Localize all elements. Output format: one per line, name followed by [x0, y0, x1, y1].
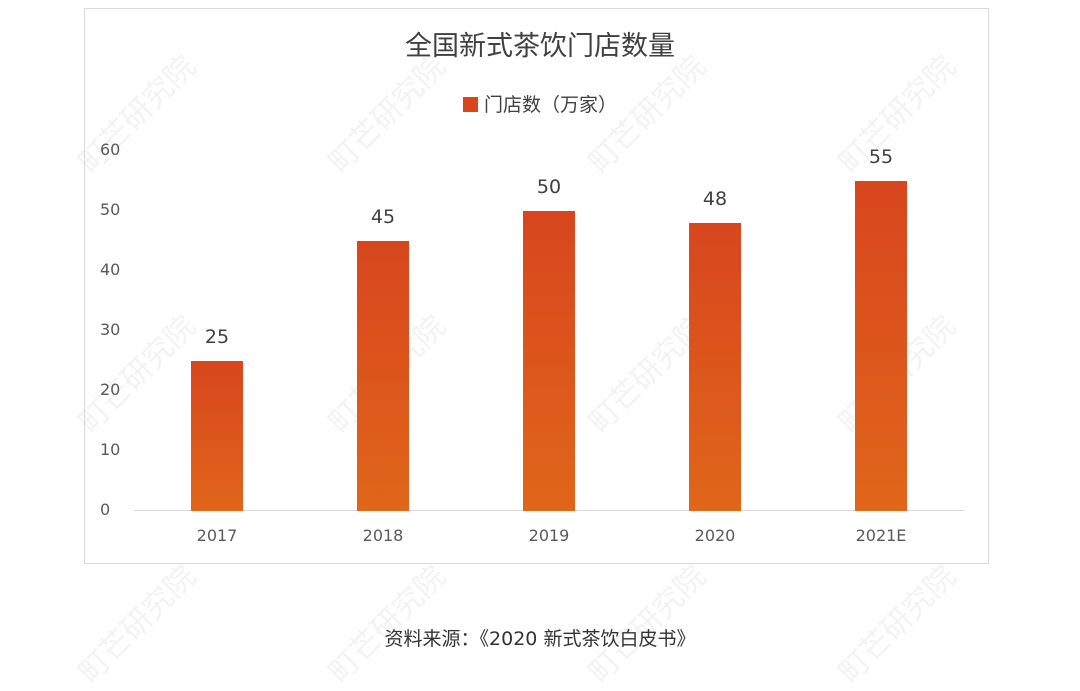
legend-label: 门店数（万家）	[483, 94, 617, 116]
bar-2021E	[855, 181, 907, 511]
source-note: 资料来源：《2020 新式茶饮白皮书》	[384, 628, 696, 650]
bar-2017	[191, 361, 243, 511]
y-tick: 60	[100, 140, 121, 159]
x-tick: 2018	[362, 526, 404, 545]
y-tick: 30	[100, 320, 121, 339]
watermark-text: 町芒研究院	[72, 559, 203, 690]
chart-title: 全国新式茶饮门店数量	[405, 31, 675, 62]
x-tick: 2017	[196, 526, 238, 545]
value-label: 25	[204, 326, 230, 348]
value-label: 45	[370, 206, 396, 228]
value-label: 55	[868, 146, 894, 168]
bar-2018	[357, 241, 409, 511]
y-tick: 0	[100, 500, 111, 519]
x-tick: 2020	[694, 526, 736, 545]
y-tick: 20	[100, 380, 121, 399]
value-label: 48	[702, 188, 728, 210]
y-tick: 50	[100, 200, 121, 219]
y-tick: 10	[100, 440, 121, 459]
bar-2020	[689, 223, 741, 511]
watermark-text: 町芒研究院	[582, 559, 713, 690]
chart-frame	[84, 8, 989, 564]
x-tick: 2019	[528, 526, 570, 545]
chart-legend: 门店数（万家）	[0, 90, 1080, 117]
legend-swatch	[462, 97, 478, 112]
x-tick: 2021E	[855, 526, 907, 545]
value-label: 50	[536, 176, 562, 198]
bar-2019	[523, 211, 575, 511]
watermark-text: 町芒研究院	[322, 559, 453, 690]
watermark-text: 町芒研究院	[832, 559, 963, 690]
y-tick: 40	[100, 260, 121, 279]
